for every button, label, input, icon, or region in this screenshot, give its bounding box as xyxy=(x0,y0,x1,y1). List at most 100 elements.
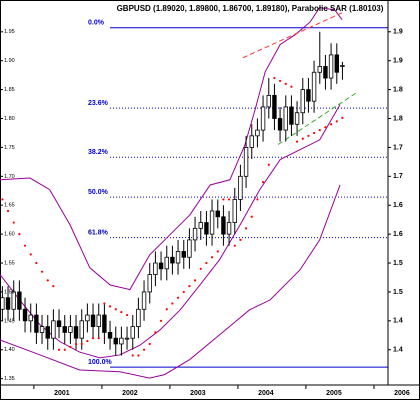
fib-label: 0.0% xyxy=(88,20,105,27)
candle-body xyxy=(141,291,147,310)
fib-label: 23.6% xyxy=(88,100,109,107)
sar-dot xyxy=(57,348,61,351)
fib-label: 100.0% xyxy=(88,359,113,366)
candle-body xyxy=(73,326,79,339)
candle-body xyxy=(175,251,181,264)
candle-body xyxy=(204,222,209,235)
candle-body xyxy=(0,297,5,310)
sar-dot xyxy=(29,253,32,256)
y-tick-label: 1.35 xyxy=(4,376,15,382)
sar-dot xyxy=(244,227,248,230)
y2-tick-label: 1.6 xyxy=(393,231,403,238)
sar-dot xyxy=(125,313,129,317)
candle-body xyxy=(124,337,130,340)
fib-label: 38.2% xyxy=(88,149,109,156)
y-tick-label: 1.95 xyxy=(4,29,15,35)
sar-dot xyxy=(171,302,174,305)
y-tick-label: 1.90 xyxy=(4,58,15,64)
sar-dot xyxy=(193,279,197,282)
sar-dot xyxy=(120,311,123,314)
candle-body xyxy=(277,118,283,131)
candle-body xyxy=(317,66,322,73)
sar-dot xyxy=(284,82,287,85)
sar-dot xyxy=(278,79,282,83)
x-tick-label: 2005 xyxy=(326,390,342,397)
candle-body xyxy=(249,135,254,148)
candle-body xyxy=(68,326,73,333)
sar-dot xyxy=(154,331,157,334)
y2-tick-label: 1.8 xyxy=(393,115,403,122)
candle-body xyxy=(328,54,334,79)
candle-body xyxy=(181,251,186,258)
sar-dot xyxy=(69,345,72,348)
sar-dot xyxy=(250,215,253,218)
sar-dot xyxy=(1,198,4,201)
candle-body xyxy=(28,314,33,322)
sar-dot xyxy=(324,126,327,129)
sar-dot xyxy=(188,285,191,288)
sar-dot xyxy=(256,198,259,201)
y-tick-label: 1.75 xyxy=(4,145,15,151)
candle-body xyxy=(51,320,56,339)
candle-body xyxy=(90,314,96,328)
candle-body xyxy=(283,106,288,131)
sar-dot xyxy=(216,250,219,253)
candle-body xyxy=(215,210,220,218)
candle-body xyxy=(17,291,22,310)
y2-tick-label: 1.7 xyxy=(393,144,403,151)
y-tick-label: 1.70 xyxy=(4,174,15,180)
sar-dot xyxy=(86,339,89,343)
chart-title: GBPUSD (1.89020, 1.89800, 1.86700, 1.891… xyxy=(117,4,384,13)
sar-dot xyxy=(63,348,66,351)
plot-area: 0.0% 23.6% 38.2% 50.0% 61.8% 100.0% xyxy=(0,6,388,379)
sar-dot xyxy=(267,163,270,166)
candle-body xyxy=(187,239,192,258)
candle-body xyxy=(79,320,84,339)
band-line xyxy=(0,184,341,379)
y2-tick-label: 1.5 xyxy=(393,289,403,296)
sar-dot xyxy=(182,290,185,294)
y-tick-label: 1.65 xyxy=(4,203,15,209)
candle-body xyxy=(96,314,101,328)
candle-body xyxy=(56,320,62,328)
candle-body xyxy=(272,94,277,119)
sar-dot xyxy=(74,342,78,346)
sar-dot xyxy=(91,337,95,340)
sar-dot xyxy=(18,233,21,236)
candle-body xyxy=(85,314,90,322)
sar-dot xyxy=(318,128,321,132)
sar-dot xyxy=(273,76,276,80)
sar-dot xyxy=(222,198,225,201)
x-tick-label: 2002 xyxy=(122,390,138,397)
y2-tick-label: 1.9 xyxy=(393,29,403,36)
y2-tick-label: 1.7 xyxy=(393,173,403,180)
candle-body xyxy=(5,297,11,310)
sar-dot xyxy=(35,261,38,265)
y-tick-label: 1.45 xyxy=(4,318,15,324)
fib-label: 61.8% xyxy=(88,229,109,236)
candle-body xyxy=(45,326,50,339)
sar-dot xyxy=(80,342,83,346)
sar-dot xyxy=(307,134,310,137)
sar-dot xyxy=(165,308,168,311)
candle-body xyxy=(107,331,113,339)
candle-body xyxy=(39,326,45,333)
x-tick-label: 2001 xyxy=(54,390,70,397)
sar-dot xyxy=(295,140,299,143)
sar-dot xyxy=(210,256,214,259)
sar-dot xyxy=(176,296,180,299)
candle-body xyxy=(119,337,124,345)
candle-body xyxy=(147,274,152,293)
sar-dot xyxy=(159,319,163,322)
sar-dot xyxy=(290,85,293,88)
y2-tick-label: 1.4 xyxy=(393,347,403,354)
candle-body xyxy=(221,216,226,235)
candle-body xyxy=(260,106,266,131)
candle-body xyxy=(334,54,339,73)
x-tick-label: 2003 xyxy=(190,390,206,397)
candle-body xyxy=(294,112,300,125)
sar-dot xyxy=(6,209,10,213)
